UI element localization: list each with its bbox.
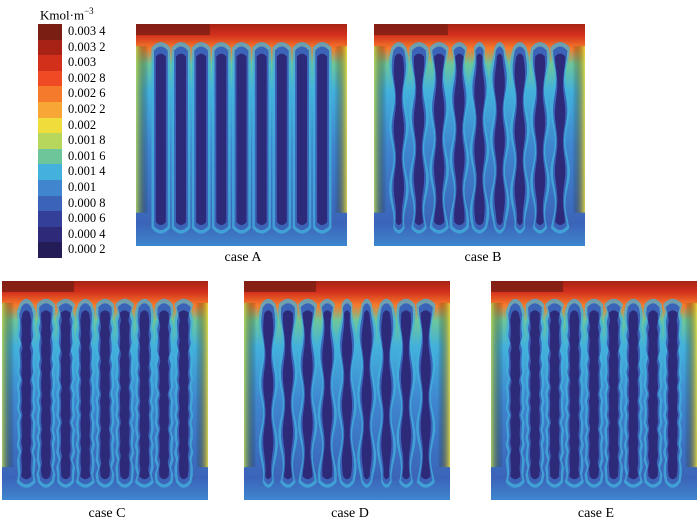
channel-core [608, 310, 619, 480]
channel-core [139, 310, 150, 480]
legend-label: 0.001 8 [68, 133, 106, 148]
contour-panel-case-d [244, 281, 450, 500]
channel-core [282, 310, 294, 480]
channel-core [647, 310, 659, 480]
legend-swatch [38, 195, 62, 212]
legend-label: 0.000 4 [68, 226, 106, 241]
legend-swatch [38, 24, 62, 40]
channel-core [628, 310, 639, 480]
legend-label: 0.003 4 [68, 24, 106, 38]
channel-core [21, 310, 32, 480]
channel-core [40, 310, 52, 480]
legend-swatch [38, 117, 62, 134]
legend-label: 0.000 8 [68, 195, 106, 210]
channel-core [196, 53, 207, 226]
legend-swatch [38, 39, 62, 56]
color-legend-labels: 0.003 4 0.003 2 0.003 0.002 8 0.002 6 0.002 2… [68, 24, 106, 258]
contour-plot [136, 24, 347, 246]
contour-panel-case-a [136, 24, 347, 246]
color-legend-bar [38, 24, 62, 258]
caption-case-d: case D [331, 506, 369, 521]
channel-core [302, 310, 313, 480]
channel-core [216, 53, 227, 226]
channel-core [155, 53, 166, 226]
legend-label: 0.001 [68, 179, 97, 194]
legend-swatch [38, 86, 62, 102]
channel-core [588, 310, 600, 480]
channel-core [433, 53, 445, 226]
channel-core [420, 310, 431, 480]
channel-core [322, 310, 333, 480]
legend-label: 0.003 2 [68, 39, 106, 54]
legend-label: 0.002 2 [68, 101, 106, 116]
channel-core [393, 53, 405, 226]
legend-swatch [38, 179, 62, 196]
channel-core [529, 310, 541, 480]
channel-core [454, 53, 465, 226]
channel-core [474, 53, 485, 226]
channel-core [256, 53, 267, 226]
contour-panel-case-b [374, 24, 585, 246]
legend-label: 0.002 6 [68, 86, 106, 101]
contour-panel-case-c [2, 281, 208, 500]
contour-plot [374, 24, 585, 246]
channel-core [178, 310, 189, 480]
channel-core [99, 310, 111, 480]
legend-label: 0.002 [68, 117, 97, 132]
legend-swatch [38, 226, 62, 243]
channel-core [569, 310, 580, 480]
legend-label: 0.001 4 [68, 164, 106, 179]
legend-label: 0.002 8 [68, 70, 106, 85]
legend-swatch [38, 70, 62, 87]
contour-plot [491, 281, 697, 500]
channel-core [514, 53, 526, 226]
channel-core [494, 53, 505, 226]
channel-core [381, 310, 392, 480]
channel-core [176, 53, 187, 226]
channel-core [317, 53, 328, 226]
channel-core [549, 310, 560, 480]
channel-core [413, 53, 425, 226]
channel-core [534, 53, 546, 226]
caption-case-e: case E [577, 506, 615, 521]
legend-label: 0.000 6 [68, 211, 106, 226]
channel-core [80, 310, 91, 480]
caption-case-c: case C [88, 506, 126, 521]
caption-case-a: case A [224, 250, 262, 265]
channel-core [361, 310, 372, 480]
legend-swatch [38, 55, 62, 71]
legend-swatch [38, 148, 62, 165]
contour-panel-case-e [491, 281, 697, 500]
channel-core [263, 310, 274, 480]
channel-core [60, 310, 71, 480]
legend-swatch [38, 101, 62, 118]
channel-core [119, 310, 130, 480]
legend-label: 0.003 [68, 55, 97, 70]
channel-core [554, 53, 566, 226]
contour-plot [2, 281, 208, 500]
channel-core [236, 53, 247, 226]
contour-plot [244, 281, 450, 500]
legend-swatch [38, 164, 62, 180]
legend-label: 0.001 6 [68, 148, 106, 163]
legend-unit: Kmol·m−3 [40, 6, 94, 23]
legend-swatch [38, 211, 62, 227]
legend-label: 0.000 2 [68, 242, 106, 257]
channel-core [341, 310, 353, 480]
channel-core [296, 53, 307, 226]
channel-core [400, 310, 412, 480]
channel-core [667, 310, 678, 480]
legend-swatch [38, 133, 62, 149]
channel-core [158, 310, 170, 480]
legend-swatch [38, 242, 62, 258]
channel-core [510, 310, 521, 480]
channel-core [276, 53, 287, 226]
caption-case-b: case B [464, 250, 502, 265]
